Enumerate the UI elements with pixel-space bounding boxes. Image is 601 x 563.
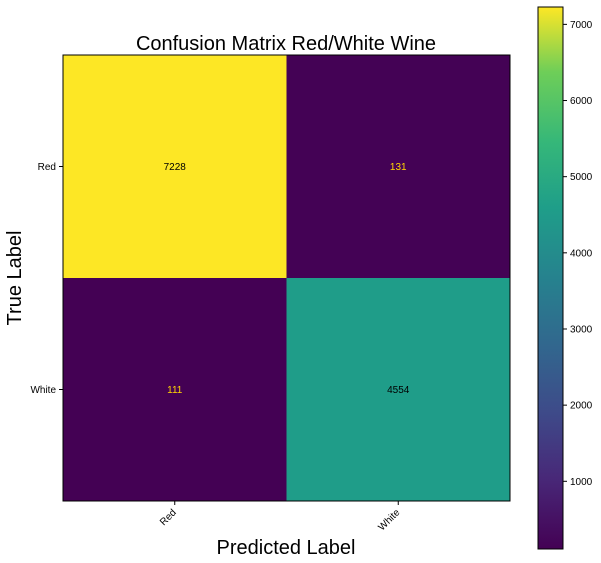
colorbar-tick-label: 2000 xyxy=(570,401,593,412)
y-tick-label: Red xyxy=(38,162,56,173)
y-axis-ticks: Red White xyxy=(30,162,63,396)
heatmap-cell xyxy=(286,278,511,502)
cell-value-label: 111 xyxy=(167,385,183,396)
colorbar-ticks: 1000 2000 3000 4000 5000 6000 7000 xyxy=(563,20,593,488)
colorbar-tick-label: 3000 xyxy=(570,324,593,335)
y-tick-label: White xyxy=(30,385,56,396)
colorbar-tick-label: 6000 xyxy=(570,96,593,107)
colorbar-tick-label: 1000 xyxy=(570,477,593,488)
heatmap-cell xyxy=(286,55,511,279)
x-tick-label: White xyxy=(377,507,403,533)
x-axis-label: Predicted Label xyxy=(217,537,356,559)
y-axis-label: True Label xyxy=(4,231,26,326)
colorbar xyxy=(537,6,564,550)
x-tick-label: Red xyxy=(158,507,179,528)
heatmap-cell xyxy=(63,55,287,279)
heatmap-cells: 7228 131 111 4554 xyxy=(63,55,511,502)
heatmap-cell xyxy=(63,278,287,502)
colorbar-tick-label: 4000 xyxy=(570,248,593,259)
cell-value-label: 131 xyxy=(390,162,407,173)
colorbar-tick-label: 7000 xyxy=(570,20,593,31)
colorbar-tick-label: 5000 xyxy=(570,172,593,183)
cell-value-label: 4554 xyxy=(387,385,410,396)
plot-frame xyxy=(62,54,511,502)
chart-title: Confusion Matrix Red/White Wine xyxy=(136,33,436,55)
x-axis-ticks: Red White xyxy=(158,501,403,533)
cell-value-label: 7228 xyxy=(164,162,187,173)
